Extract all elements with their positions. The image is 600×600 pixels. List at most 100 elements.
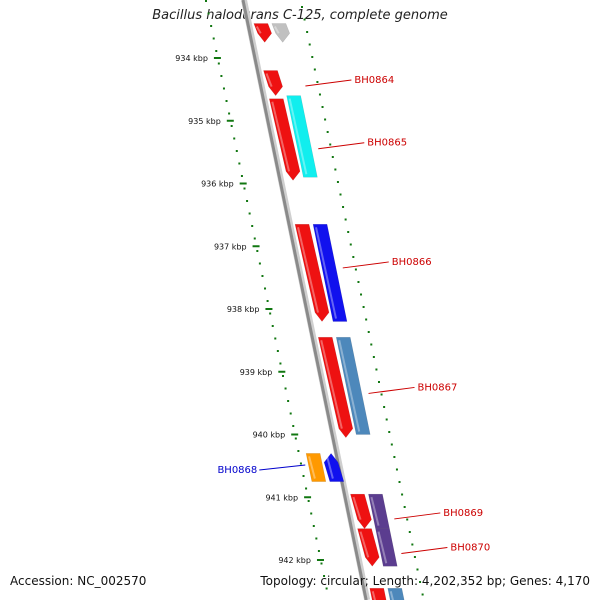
gene-highlight [370, 496, 380, 526]
genome-summary: Topology: circular; Length: 4,202,352 bp… [260, 574, 590, 588]
gene-label: BH0870 [450, 542, 490, 553]
gene-highlight [265, 73, 273, 88]
scale-ticks: 934 kbp 935 kbp 936 kbp 937 kbp 938 kbp 939 k… [175, 0, 424, 596]
tick-dot-left [281, 375, 284, 377]
gene-feature [305, 453, 327, 482]
gene-feature [369, 587, 387, 600]
tick-dot-right [313, 68, 316, 71]
tick-dot-left [276, 350, 279, 352]
tick-dot-left [217, 62, 220, 65]
tick-dot-left [230, 125, 233, 127]
label-leader [342, 261, 389, 269]
gene-highlight [389, 590, 394, 600]
tick-dot-right [362, 306, 365, 308]
gene-feature [357, 528, 380, 567]
gene-feature [312, 224, 348, 322]
tick-dot-right [413, 556, 416, 558]
tick-dot-left [302, 475, 305, 477]
tick-dot-right [403, 506, 406, 508]
tick-dot-right [401, 493, 404, 496]
gene-highlight [338, 340, 361, 432]
label-leader [401, 546, 448, 554]
scale-label: 938 kbp [227, 305, 260, 314]
tick-dot-left [238, 162, 241, 165]
tick-dot-left [315, 537, 318, 540]
tick-dot-left [264, 287, 267, 290]
tick-dot-right [406, 518, 409, 521]
tick-dot-right [301, 6, 303, 8]
tick-dot-right [308, 43, 311, 46]
gene-feature [375, 528, 398, 567]
gene-feature [263, 70, 283, 97]
gene-label: BH0866 [392, 257, 432, 268]
tick-dot-right [380, 393, 383, 396]
tick-dot-left [266, 300, 269, 302]
tick-dot-right [388, 431, 391, 433]
tick-dot-left [320, 562, 323, 565]
tick-dot-right [411, 543, 414, 546]
tick-dot-left [256, 250, 259, 252]
tick-dot-right [306, 31, 309, 33]
tick-dot-left [228, 112, 231, 115]
tick-dot-right [329, 143, 332, 146]
tick-dot-right [342, 206, 345, 208]
scale-label: 942 kbp [278, 556, 311, 565]
label-leader [394, 512, 441, 520]
tick-dot-right [303, 18, 306, 21]
scale-label: 941 kbp [265, 493, 298, 502]
tick-dot-right [318, 93, 321, 96]
tick-dot-left [297, 450, 300, 452]
tick-dot-left [235, 150, 238, 152]
tick-dot-left [289, 412, 292, 415]
gene-feature [286, 95, 318, 178]
tick-dot-right [375, 368, 378, 371]
tick-dot-left [220, 75, 223, 77]
tick-dot-left [292, 425, 295, 427]
gene-features [253, 23, 405, 600]
tick-dot-left [210, 25, 213, 27]
gene-feature [253, 23, 272, 43]
genome-title: Bacillus halodurans C-125, complete geno… [152, 8, 448, 23]
tick-dot-left [269, 312, 272, 315]
tick-dot-right [331, 156, 334, 158]
tick-dot-right [393, 456, 396, 458]
gene-highlight [377, 531, 388, 564]
tick-dot-right [367, 331, 370, 333]
scale-label: 934 kbp [175, 54, 208, 63]
gene-feature [323, 452, 345, 482]
gene-feature [387, 587, 405, 600]
tick-dot-left [243, 187, 246, 190]
tick-dot-right [377, 381, 380, 383]
gene-feature [350, 493, 372, 530]
tick-dot-right [419, 581, 422, 583]
tick-dot-right [336, 181, 339, 183]
gene-highlight [273, 25, 280, 34]
tick-dot-right [321, 106, 324, 108]
tick-dot-left [271, 325, 274, 327]
scale-label: 936 kbp [201, 180, 234, 189]
gene-highlight [352, 496, 362, 520]
tick-dot-right [398, 481, 401, 483]
scale-label: 935 kbp [188, 117, 221, 126]
tick-dot-right [334, 168, 337, 171]
gene-highlight [371, 590, 376, 600]
tick-dot-right [372, 356, 375, 358]
gene-highlight [308, 456, 316, 479]
tick-dot-right [326, 131, 329, 133]
gene-highlight [326, 456, 334, 479]
gene-highlight [271, 101, 291, 172]
label-leader [259, 464, 306, 471]
tick-dot-left [305, 487, 308, 490]
tick-dot-right [352, 256, 355, 258]
tick-dot-right [383, 406, 386, 408]
tick-dot-left [248, 212, 251, 215]
tick-dot-right [344, 218, 347, 221]
tick-dot-right [316, 81, 319, 83]
tick-dot-left [307, 500, 310, 502]
tick-dot-right [370, 343, 373, 346]
scale-label: 939 kbp [240, 368, 273, 377]
tick-dot-right [357, 281, 360, 283]
tick-dot-left [258, 262, 261, 265]
label-leader [305, 79, 352, 87]
